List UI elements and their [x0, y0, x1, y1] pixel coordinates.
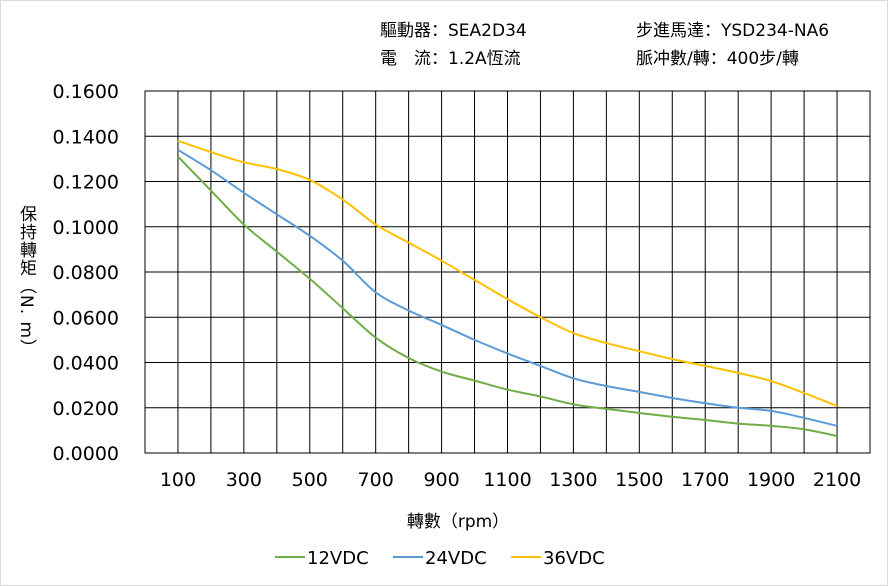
y-tick-label: 0.0600 — [53, 307, 119, 329]
x-tick-label: 100 — [160, 469, 196, 491]
y-tick-label: 0.1000 — [53, 217, 119, 239]
y-tick-label: 0.1200 — [53, 172, 119, 194]
y-tick-label: 0.1400 — [53, 126, 119, 148]
series-line-12vdc — [177, 155, 838, 438]
x-tick-label: 300 — [226, 469, 262, 491]
x-axis-label: 轉數（rpm） — [407, 512, 509, 532]
x-tick-label: 1900 — [747, 469, 795, 491]
y-tick-label: 0.0800 — [53, 262, 119, 284]
x-tick-label: 500 — [292, 469, 328, 491]
y-axis-label: 保持轉矩（N. m） — [16, 205, 36, 358]
legend-label: 36VDC — [543, 548, 605, 569]
current-label: 電 流：1.2A恆流 — [380, 49, 521, 69]
driver-label: 驅動器：SEA2D34 — [380, 21, 527, 41]
pulses-label: 脈冲數/轉：400步/轉 — [636, 49, 799, 69]
legend-label: 24VDC — [425, 548, 487, 569]
y-tick-label: 0.0000 — [53, 443, 119, 465]
legend-label: 12VDC — [307, 548, 369, 569]
x-tick-label: 1100 — [483, 469, 531, 491]
x-tick-label: 1700 — [681, 469, 729, 491]
motor-label: 步進馬達：YSD234-NA6 — [636, 21, 830, 41]
series-line-36vdc — [177, 139, 838, 407]
series-line-24vdc — [177, 148, 838, 427]
y-tick-label: 0.1600 — [53, 81, 119, 103]
x-tick-label: 2100 — [813, 469, 861, 491]
x-tick-label: 900 — [423, 469, 459, 491]
x-tick-label: 700 — [358, 469, 394, 491]
y-tick-label: 0.0400 — [53, 353, 119, 375]
x-tick-label: 1300 — [549, 469, 597, 491]
y-tick-label: 0.0200 — [53, 398, 119, 420]
x-tick-label: 1500 — [615, 469, 663, 491]
